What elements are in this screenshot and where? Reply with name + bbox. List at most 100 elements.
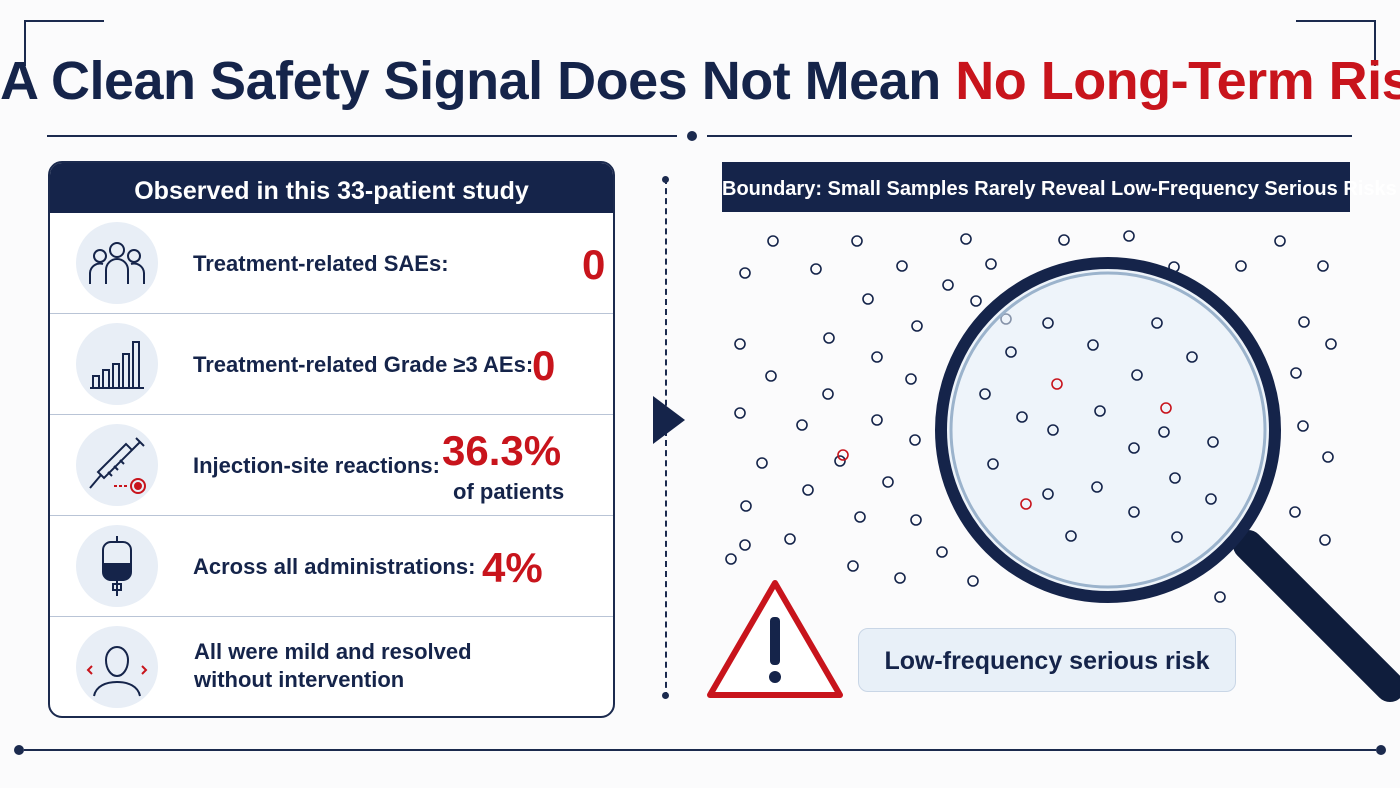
title-main: A Clean Safety Signal Does Not Mean bbox=[0, 51, 956, 111]
sample-dot bbox=[1128, 442, 1140, 454]
sample-dot bbox=[1016, 411, 1028, 423]
bottom-divider-dot-right bbox=[1376, 745, 1386, 755]
risk-dot bbox=[1160, 402, 1172, 414]
row-mild: All were mild and resolved without inter… bbox=[50, 617, 613, 716]
observed-panel: Observed in this 33-patient study Treatm… bbox=[48, 161, 615, 718]
sample-dot bbox=[1058, 234, 1070, 246]
arrow-right-icon bbox=[653, 396, 685, 444]
risk-dot bbox=[837, 449, 849, 461]
row-label-line2: without intervention bbox=[194, 667, 405, 692]
row-value: 4% bbox=[482, 544, 543, 591]
sample-dot bbox=[1325, 338, 1337, 350]
sample-dot bbox=[1042, 317, 1054, 329]
risk-dot bbox=[1020, 498, 1032, 510]
sample-dot bbox=[784, 533, 796, 545]
sample-dot bbox=[767, 235, 779, 247]
top-divider-left bbox=[47, 135, 677, 137]
row-administrations: Across all administrations: 4% bbox=[50, 516, 613, 617]
sample-dot bbox=[1047, 424, 1059, 436]
row-saes: Treatment-related SAEs: 0 bbox=[50, 213, 613, 314]
syringe-icon bbox=[76, 424, 158, 506]
sample-dot bbox=[1065, 530, 1077, 542]
row-label: Treatment-related SAEs: bbox=[193, 251, 449, 276]
row-value: 0 bbox=[582, 241, 606, 288]
sample-dot bbox=[1207, 436, 1219, 448]
risk-dot bbox=[1051, 378, 1063, 390]
row-label: Injection-site reactions: bbox=[193, 453, 440, 478]
sample-dot bbox=[1322, 451, 1334, 463]
iv-bag-icon bbox=[76, 525, 158, 607]
sample-dot bbox=[987, 458, 999, 470]
sample-dot bbox=[739, 267, 751, 279]
sample-dot bbox=[1290, 367, 1302, 379]
top-divider-dot bbox=[687, 131, 697, 141]
row-grade3: Treatment-related Grade ≥3 AEs: 0 bbox=[50, 314, 613, 415]
sample-dot bbox=[1171, 531, 1183, 543]
sample-dot bbox=[1186, 351, 1198, 363]
sample-dot bbox=[909, 434, 921, 446]
sample-dot bbox=[967, 575, 979, 587]
sample-dot bbox=[1128, 506, 1140, 518]
sample-dot bbox=[854, 511, 866, 523]
sample-dot bbox=[1087, 339, 1099, 351]
sample-dot bbox=[734, 407, 746, 419]
sample-dot bbox=[970, 295, 982, 307]
sample-dot bbox=[740, 500, 752, 512]
person-icon bbox=[76, 626, 158, 708]
sample-dot bbox=[822, 388, 834, 400]
sample-dot bbox=[765, 370, 777, 382]
sample-dot bbox=[851, 235, 863, 247]
sample-dot bbox=[894, 572, 906, 584]
row-injection-site: Injection-site reactions: 36.3% of patie… bbox=[50, 415, 613, 516]
sample-dot bbox=[985, 258, 997, 270]
sample-dot bbox=[1091, 481, 1103, 493]
risk-label-box: Low-frequency serious risk bbox=[858, 628, 1236, 692]
sample-dot bbox=[739, 539, 751, 551]
observed-panel-header: Observed in this 33-patient study bbox=[50, 163, 613, 213]
sample-dot bbox=[1151, 317, 1163, 329]
sample-dot bbox=[871, 414, 883, 426]
sample-dot bbox=[1317, 260, 1329, 272]
sample-dot bbox=[1319, 534, 1331, 546]
sample-dot bbox=[1131, 369, 1143, 381]
sample-dot bbox=[911, 320, 923, 332]
sample-dot bbox=[725, 553, 737, 565]
title-accent: No Long-Term Risk bbox=[955, 51, 1400, 111]
sample-dot bbox=[1297, 420, 1309, 432]
sample-dot bbox=[905, 373, 917, 385]
row-label: Across all administrations: bbox=[193, 554, 476, 579]
sample-dot bbox=[1158, 426, 1170, 438]
sample-scatter-scene bbox=[707, 230, 1400, 702]
sample-dot bbox=[1205, 493, 1217, 505]
sample-dot bbox=[896, 260, 908, 272]
corner-frame-right bbox=[1296, 20, 1376, 66]
sample-dot bbox=[734, 338, 746, 350]
sample-dot bbox=[1298, 316, 1310, 328]
sample-dot bbox=[1169, 472, 1181, 484]
sample-dot bbox=[1005, 346, 1017, 358]
sample-dot bbox=[1094, 405, 1106, 417]
sample-dot bbox=[936, 546, 948, 558]
sample-dot bbox=[1289, 506, 1301, 518]
sample-dot bbox=[802, 484, 814, 496]
boundary-header: Boundary: Small Samples Rarely Reveal Lo… bbox=[722, 162, 1397, 212]
bottom-divider bbox=[24, 749, 1376, 751]
sample-dot bbox=[810, 263, 822, 275]
row-value: 36.3% bbox=[442, 427, 562, 474]
sample-dot bbox=[942, 279, 954, 291]
magnifier-icon bbox=[935, 257, 1400, 702]
sample-dot bbox=[756, 457, 768, 469]
top-divider-right bbox=[707, 135, 1352, 137]
bottom-divider-dot-left bbox=[14, 745, 24, 755]
sample-dot bbox=[796, 419, 808, 431]
row-value: 0 bbox=[532, 342, 556, 389]
row-label: Treatment-related Grade ≥3 AEs: bbox=[193, 352, 534, 377]
page-title: A Clean Safety Signal Does Not Mean No L… bbox=[0, 50, 1400, 112]
sample-dot bbox=[1123, 230, 1135, 242]
sample-dot bbox=[847, 560, 859, 572]
sample-dot bbox=[823, 332, 835, 344]
divider-dot-bottom bbox=[662, 692, 669, 699]
warning-icon bbox=[707, 580, 843, 698]
sample-dot bbox=[1214, 591, 1226, 603]
people-icon bbox=[76, 222, 158, 304]
